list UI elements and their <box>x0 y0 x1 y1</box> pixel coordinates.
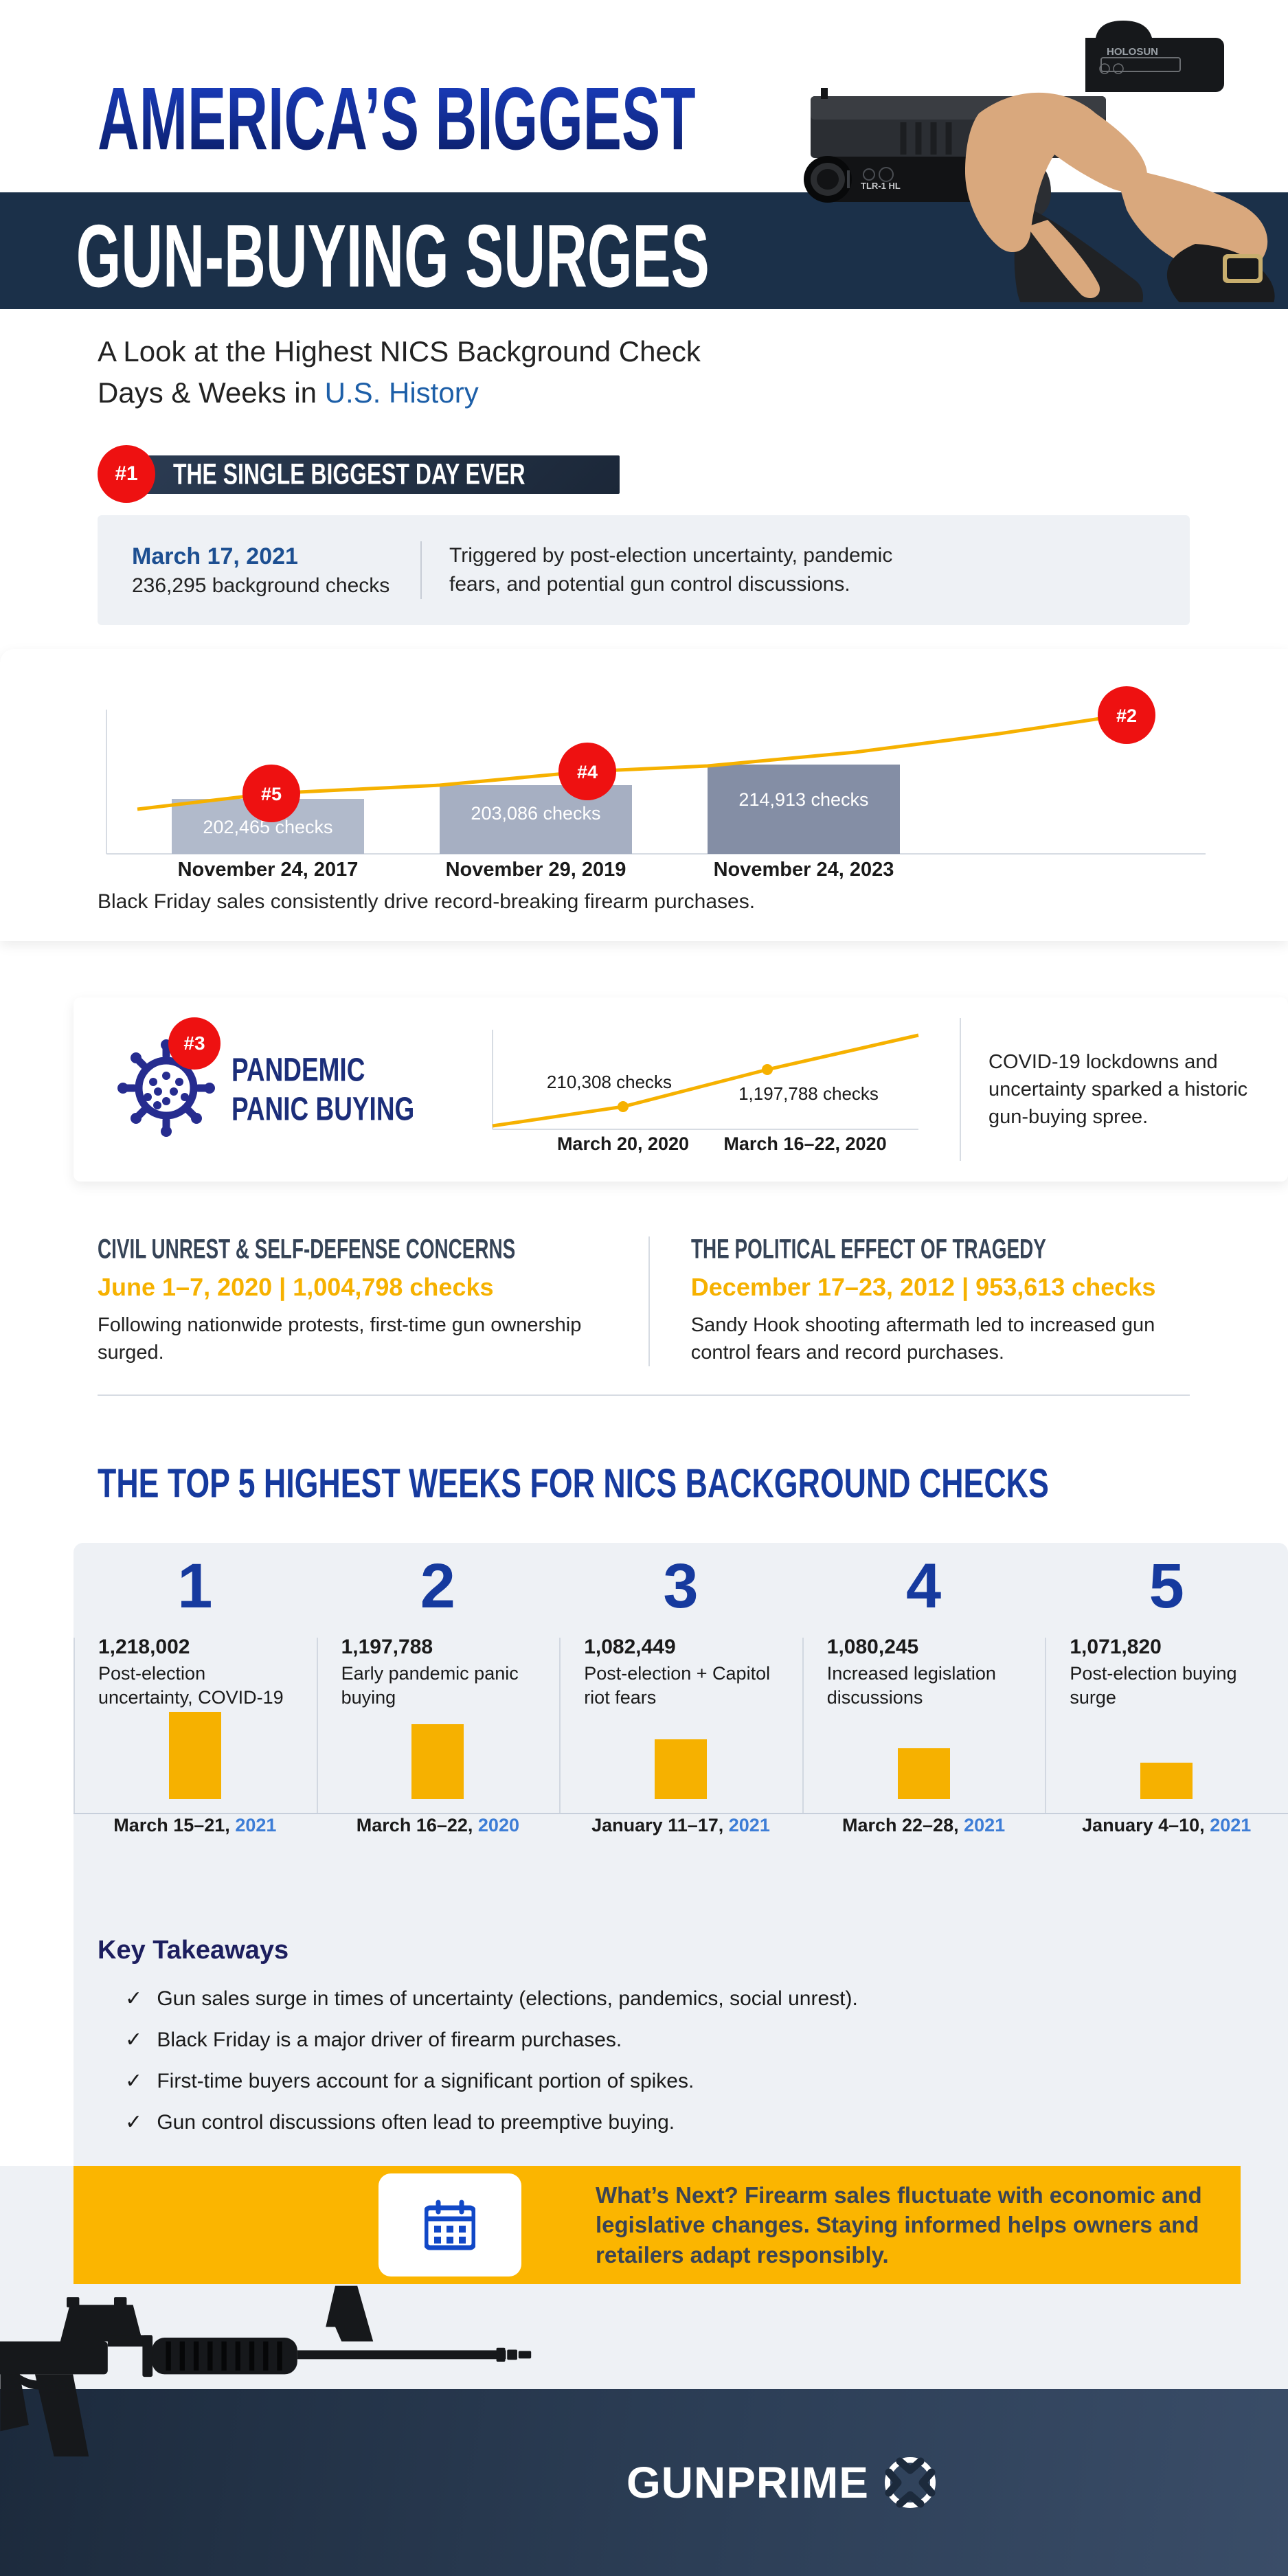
svg-text:214,913 checks: 214,913 checks <box>738 789 868 810</box>
svg-text:203,086 checks: 203,086 checks <box>471 803 600 824</box>
svg-text:210,308 checks: 210,308 checks <box>547 1072 672 1092</box>
svg-text:November 24, 2017: November 24, 2017 <box>178 859 359 881</box>
svg-text:TLR-1 HL: TLR-1 HL <box>861 181 901 191</box>
svg-text:#2: #2 <box>1116 705 1137 726</box>
svg-text:#5: #5 <box>261 784 282 804</box>
svg-text:HOLOSUN: HOLOSUN <box>1107 46 1158 58</box>
svg-text:November 29, 2019: November 29, 2019 <box>446 859 626 881</box>
svg-text:March 16–22, 2020: March 16–22, 2020 <box>723 1133 886 1153</box>
svg-text:#4: #4 <box>577 762 598 782</box>
svg-text:March 20, 2020: March 20, 2020 <box>557 1133 689 1153</box>
svg-text:1,197,788 checks: 1,197,788 checks <box>738 1083 879 1104</box>
svg-text:November 24, 2023: November 24, 2023 <box>714 859 894 881</box>
